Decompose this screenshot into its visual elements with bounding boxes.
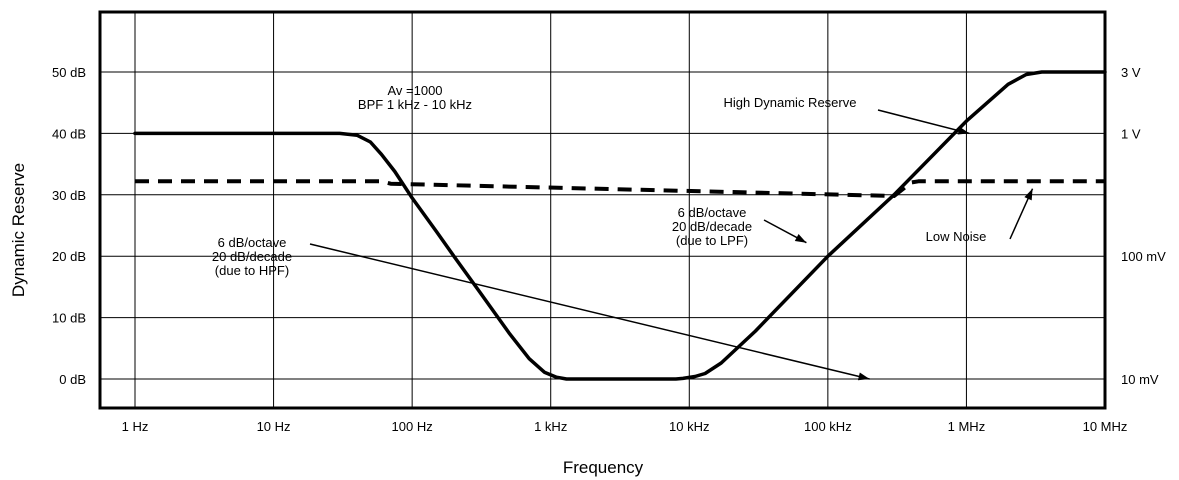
annotation-arrowhead-3 (857, 372, 870, 381)
y-tick-label-4: 40 dB (52, 126, 86, 141)
annotation-text-2-1: 20 dB/decade (672, 219, 752, 234)
annotation-text-2-0: 6 dB/octave (678, 205, 747, 220)
series-lines (133, 70, 1107, 381)
y-tick-label-5: 50 dB (52, 65, 86, 80)
right-tick-label-0: 10 mV (1121, 372, 1159, 387)
annotation-arrow-3 (309, 243, 870, 380)
grid (100, 12, 1106, 408)
annotation-text-0-1: BPF 1 kHz - 10 kHz (358, 97, 472, 112)
annotation-text-2-2: (due to LPF) (676, 233, 748, 248)
annotation-text-0-0: Av =1000 (387, 83, 442, 98)
low-noise-series-line (135, 179, 1105, 198)
y-axis-label: Dynamic Reserve (9, 163, 28, 297)
annotation-arrow-1 (877, 109, 970, 135)
annotation-text-3-2: (due to HPF) (215, 263, 289, 278)
x-tick-label-7: 10 MHz (1083, 419, 1128, 434)
x-tick-label-6: 1 MHz (948, 419, 986, 434)
annotation-arrowhead-1 (957, 126, 970, 135)
plot-frame (98, 10, 1107, 410)
annotation-text-3-0: 6 dB/octave (218, 235, 287, 250)
x-tick-label-0: 1 Hz (122, 419, 149, 434)
right-tick-label-2: 1 V (1121, 126, 1141, 141)
x-tick-label-4: 10 kHz (669, 419, 709, 434)
y-tick-label-1: 10 dB (52, 311, 86, 326)
right-tick-label-1: 100 mV (1121, 249, 1166, 264)
y-tick-label-0: 0 dB (59, 372, 86, 387)
x-tick-labels: 1 Hz 10 Hz 100 Hz 1 kHz 10 kHz 100 kHz 1 MHz 10… (122, 419, 1128, 434)
annotation-arrowhead-4 (1024, 188, 1033, 201)
x-tick-label-2: 100 Hz (392, 419, 433, 434)
high-dynamic-reserve-series-line (133, 70, 1107, 381)
x-tick-label-3: 1 kHz (534, 419, 567, 434)
y-tick-label-2: 20 dB (52, 249, 86, 264)
annotation-text-4-0: Low Noise (926, 229, 987, 244)
x-tick-label-5: 100 kHz (804, 419, 852, 434)
y-tick-labels: 0 dB 10 dB 20 dB 30 dB 40 dB 50 dB (52, 65, 86, 387)
x-tick-label-1: 10 Hz (257, 419, 291, 434)
x-axis-label: Frequency (563, 458, 644, 477)
right-tick-labels: 10 mV 100 mV 1 V 3 V (1121, 65, 1166, 387)
annotation-arrowhead-2 (794, 233, 807, 243)
annotation-text-1-0: High Dynamic Reserve (724, 95, 857, 110)
y-tick-label-3: 30 dB (52, 188, 86, 203)
right-tick-label-3: 3 V (1121, 65, 1141, 80)
annotation-text-3-1: 20 dB/decade (212, 249, 292, 264)
